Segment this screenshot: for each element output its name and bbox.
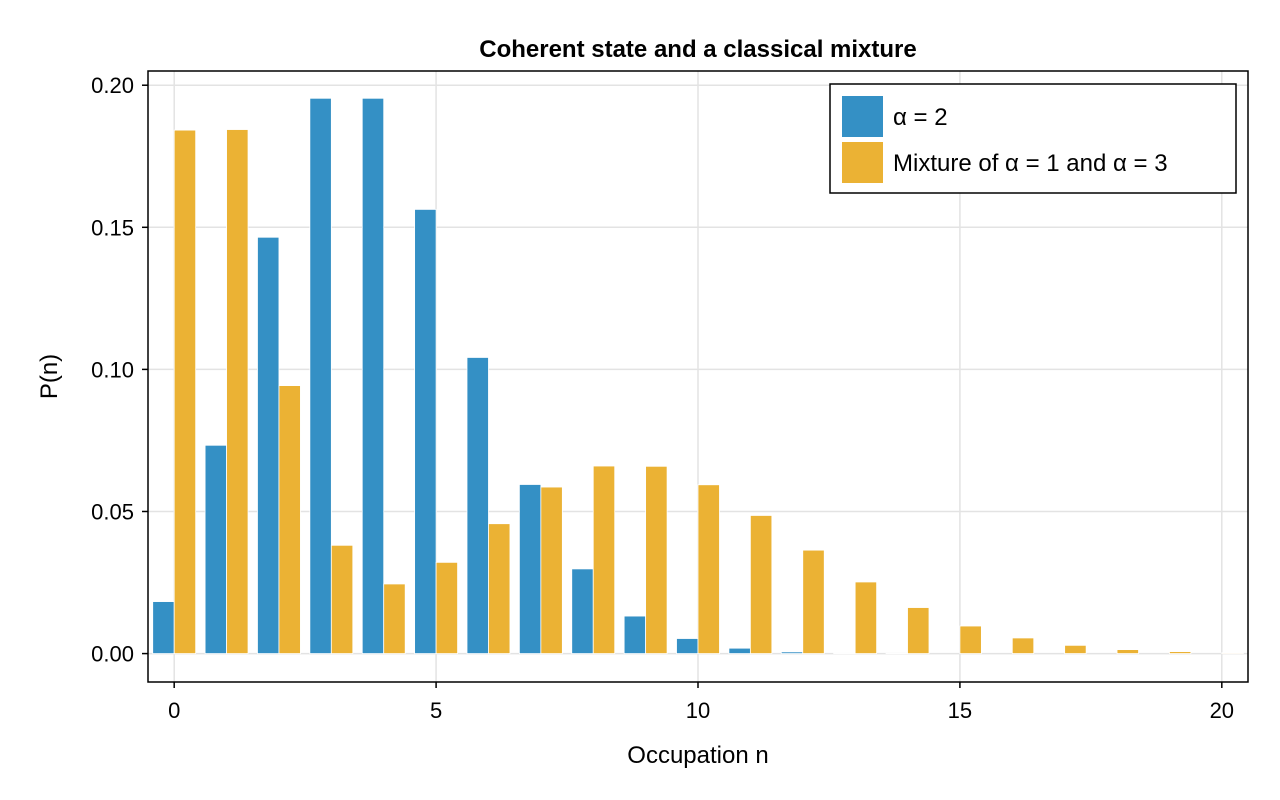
x-tick-label: 0 bbox=[168, 698, 180, 723]
x-tick-label: 20 bbox=[1210, 698, 1234, 723]
legend-label-alpha-2: α = 2 bbox=[893, 104, 948, 131]
x-axis-title: Occupation n bbox=[627, 742, 768, 769]
bar-mixture-n15 bbox=[959, 625, 982, 654]
bar-mixture-n2 bbox=[278, 385, 301, 654]
legend-box bbox=[829, 83, 1237, 194]
legend-swatch-alpha-2 bbox=[842, 96, 883, 137]
x-tick-label: 5 bbox=[430, 698, 442, 723]
bar-mixture-n19 bbox=[1169, 651, 1192, 654]
bar-alpha-2-n4 bbox=[361, 97, 385, 654]
y-tick-label: 0.15 bbox=[91, 215, 134, 240]
bar-mixture-n6 bbox=[488, 523, 511, 654]
bar-alpha-2-n7 bbox=[518, 484, 542, 654]
bar-mixture-n11 bbox=[749, 515, 773, 654]
bar-mixture-n12 bbox=[802, 549, 825, 654]
bar-alpha-2-n3 bbox=[309, 97, 332, 654]
bar-mixture-n16 bbox=[1011, 637, 1035, 654]
bars bbox=[152, 97, 1244, 654]
bar-alpha-2-n5 bbox=[414, 208, 437, 654]
y-tick-label: 0.20 bbox=[91, 73, 134, 98]
bar-mixture-n13 bbox=[854, 581, 878, 654]
bar-alpha-2-n10 bbox=[676, 638, 699, 654]
bar-mixture-n3 bbox=[330, 544, 354, 654]
bar-alpha-2-n11 bbox=[728, 647, 751, 654]
legend-label-mixture: Mixture of α = 1 and α = 3 bbox=[893, 150, 1168, 177]
bar-mixture-n1 bbox=[226, 129, 249, 654]
y-tick-label: 0.00 bbox=[91, 642, 134, 667]
y-tick-label: 0.05 bbox=[91, 499, 134, 524]
bar-mixture-n7 bbox=[540, 486, 563, 654]
bar-alpha-2-n6 bbox=[466, 357, 489, 654]
axis-ticks: 0 5 10 15 20 0.00 0.05 0.10 0.15 0.20 bbox=[91, 73, 1234, 723]
bar-alpha-2-n2 bbox=[257, 236, 280, 654]
bar-alpha-2-n12 bbox=[780, 651, 804, 654]
bar-mixture-n10 bbox=[697, 484, 720, 654]
x-tick-label: 15 bbox=[948, 698, 972, 723]
bar-alpha-2-n9 bbox=[623, 615, 647, 654]
chart-title: Coherent state and a classical mixture bbox=[479, 36, 917, 63]
bar-mixture-n8 bbox=[592, 465, 616, 654]
x-tick-label: 10 bbox=[686, 698, 710, 723]
bar-alpha-2-n0 bbox=[152, 601, 175, 654]
legend-swatch-mixture bbox=[842, 142, 883, 183]
bar-mixture-n5 bbox=[435, 561, 458, 654]
bar-alpha-2-n1 bbox=[204, 444, 227, 654]
bar-mixture-n9 bbox=[645, 465, 668, 654]
bar-mixture-n0 bbox=[173, 129, 197, 654]
legend: α = 2 Mixture of α = 1 and α = 3 bbox=[829, 83, 1237, 194]
bar-mixture-n14 bbox=[907, 607, 930, 654]
y-tick-label: 0.10 bbox=[91, 357, 134, 382]
bar-mixture-n18 bbox=[1116, 649, 1139, 654]
bar-alpha-2-n13 bbox=[833, 652, 856, 654]
bar-alpha-2-n8 bbox=[571, 568, 594, 654]
bar-mixture-n17 bbox=[1064, 644, 1087, 654]
bar-mixture-n4 bbox=[383, 583, 406, 654]
bar-mixture-n20 bbox=[1221, 652, 1244, 654]
y-axis-title: P(n) bbox=[36, 354, 63, 399]
